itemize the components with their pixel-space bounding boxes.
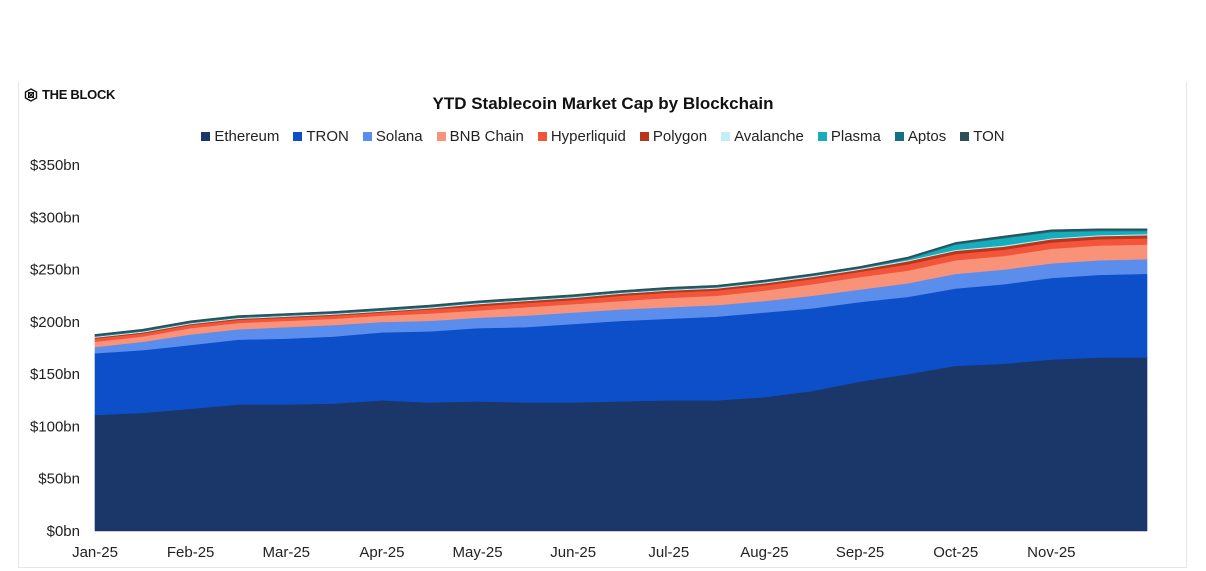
y-axis: $0bn $50bn $100bn $150bn $200bn $250bn $300bn $… <box>30 157 80 540</box>
area-ton <box>94 228 1148 336</box>
legend-swatch <box>960 132 970 141</box>
x-tick-label: Oct-25 <box>933 544 978 561</box>
legend-label: Plasma <box>830 128 881 145</box>
area-layers <box>94 228 1148 532</box>
y-tick-label: $150bn <box>30 366 80 383</box>
brand-name: THE BLOCK <box>42 87 116 102</box>
y-tick-label: $0bn <box>47 523 80 540</box>
x-tick-label: Jul-25 <box>648 544 689 561</box>
legend-swatch <box>894 132 904 141</box>
y-tick-label: $100bn <box>30 418 80 435</box>
legend-swatch <box>537 132 547 141</box>
legend-item-ethereum[interactable]: Ethereum <box>201 128 279 145</box>
legend-label: BNB Chain <box>449 128 524 145</box>
x-tick-label: Aug-25 <box>740 544 788 561</box>
x-tick-label: Nov-25 <box>1027 544 1075 561</box>
legend-label: Hyperliquid <box>550 128 626 145</box>
legend-swatch <box>362 132 372 141</box>
x-tick-label: May-25 <box>453 544 503 561</box>
x-tick-label: Jan-25 <box>72 544 118 561</box>
x-tick-label: Mar-25 <box>263 544 311 561</box>
y-tick-label: $300bn <box>30 209 80 226</box>
y-tick-label: $200bn <box>30 314 80 331</box>
y-tick-label: $350bn <box>30 157 80 174</box>
x-tick-label: Jun-25 <box>550 544 596 561</box>
legend-swatch <box>436 132 446 141</box>
legend-item-ton[interactable]: TON <box>960 128 1005 145</box>
the-block-logo-icon <box>24 87 38 102</box>
chart-title: YTD Stablecoin Market Cap by Blockchain <box>432 94 774 113</box>
legend-item-solana[interactable]: Solana <box>362 128 423 145</box>
legend-label: Aptos <box>907 128 947 145</box>
legend-item-aptos[interactable]: Aptos <box>894 128 947 145</box>
legend-swatch <box>817 132 827 141</box>
x-axis: Jan-25 Feb-25 Mar-25 Apr-25 May-25 Jun-25 Jul-… <box>72 544 1075 561</box>
x-tick-label: Apr-25 <box>359 544 404 561</box>
legend-label: Polygon <box>652 128 708 145</box>
chart-frame <box>18 82 1187 568</box>
legend-label: Ethereum <box>214 128 280 145</box>
legend-swatch <box>201 132 211 141</box>
legend-label: TON <box>973 128 1005 145</box>
legend-label: Solana <box>375 128 423 145</box>
legend-item-avalanche[interactable]: Avalanche <box>721 128 804 145</box>
legend-swatch <box>721 132 731 141</box>
legend-item-plasma[interactable]: Plasma <box>817 128 881 145</box>
legend-item-hyperliquid[interactable]: Hyperliquid <box>537 128 626 145</box>
legend-swatch <box>293 132 303 141</box>
legend-item-polygon[interactable]: Polygon <box>639 128 708 145</box>
legend-label: TRON <box>306 128 349 145</box>
y-tick-label: $50bn <box>38 471 80 488</box>
legend-swatch <box>639 132 649 141</box>
legend-label: Avalanche <box>734 128 804 145</box>
legend-item-bnb-chain[interactable]: BNB Chain <box>436 128 524 145</box>
brand-logo: THE BLOCK <box>24 87 115 102</box>
x-tick-label: Feb-25 <box>167 544 215 561</box>
x-tick-label: Sep-25 <box>836 544 884 561</box>
chart-legend: Ethereum TRON Solana BNB Chain Hyperliquid Po… <box>0 128 1206 145</box>
y-tick-label: $250bn <box>30 262 80 279</box>
legend-item-tron[interactable]: TRON <box>293 128 349 145</box>
